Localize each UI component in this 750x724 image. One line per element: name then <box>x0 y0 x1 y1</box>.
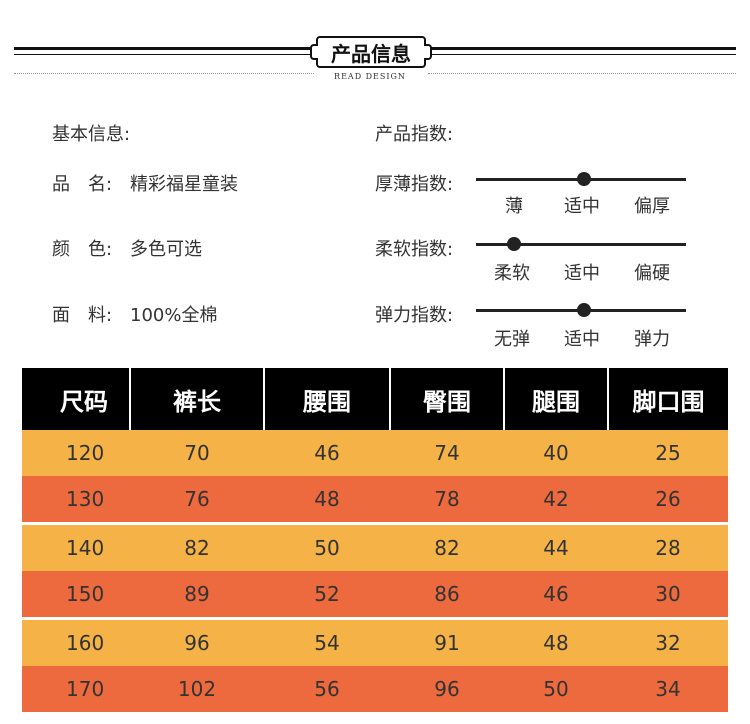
table-cell: 30 <box>608 571 728 619</box>
basic-info-label-name: 品 名: <box>52 174 113 195</box>
softness-option-soft: 柔软 <box>494 263 530 284</box>
size-table-header-row: 尺码 裤长 腰围 臀围 腿围 脚口围 <box>22 368 728 430</box>
table-cell: 170 <box>22 666 130 712</box>
table-cell: 140 <box>22 522 130 571</box>
section-header: 产品信息 READ DESIGN <box>0 0 750 90</box>
table-cell: 25 <box>608 430 728 476</box>
table-cell: 86 <box>390 571 504 619</box>
table-cell: 28 <box>608 522 728 571</box>
softness-index-track <box>476 243 686 246</box>
section-subtitle: READ DESIGN <box>334 72 406 81</box>
elasticity-index-label: 弹力指数: <box>375 305 454 326</box>
header-rule-right <box>428 47 736 50</box>
basic-info-value-color: 多色可选 <box>130 239 202 260</box>
product-index-heading: 产品指数: <box>375 124 454 145</box>
header-rule-left <box>14 47 314 50</box>
basic-info-label-color: 颜 色: <box>52 239 113 260</box>
table-row: 130 76 48 78 42 26 <box>22 476 728 524</box>
table-cell: 26 <box>608 476 728 524</box>
table-cell: 44 <box>504 522 608 571</box>
table-cell: 91 <box>390 617 504 666</box>
softness-option-medium: 适中 <box>564 263 600 284</box>
softness-index-label: 柔软指数: <box>375 239 454 260</box>
section-title: 产品信息 <box>310 36 432 68</box>
table-cell: 32 <box>608 617 728 666</box>
basic-info-heading: 基本信息: <box>52 124 131 145</box>
thickness-option-thin: 薄 <box>505 196 523 217</box>
table-cell: 52 <box>264 571 390 619</box>
table-row: 160 96 54 91 48 32 <box>22 617 728 666</box>
table-cell: 42 <box>504 476 608 524</box>
table-cell: 50 <box>264 522 390 571</box>
table-cell: 102 <box>130 666 264 712</box>
table-cell: 34 <box>608 666 728 712</box>
table-cell: 50 <box>504 666 608 712</box>
header-dotline-right <box>428 73 736 74</box>
table-cell: 130 <box>22 476 130 524</box>
table-cell: 89 <box>130 571 264 619</box>
table-cell: 150 <box>22 571 130 619</box>
basic-info-value-name: 精彩福星童装 <box>130 174 238 195</box>
header-size: 尺码 <box>22 368 130 430</box>
table-row: 170 102 56 96 50 34 <box>22 666 728 712</box>
table-cell: 48 <box>264 476 390 524</box>
header-leg-opening: 脚口围 <box>607 368 728 430</box>
elasticity-option-medium: 适中 <box>564 329 600 350</box>
header-pants-length: 裤长 <box>129 368 264 430</box>
header-hip: 臀围 <box>389 368 504 430</box>
table-cell: 160 <box>22 617 130 666</box>
table-cell: 96 <box>390 666 504 712</box>
softness-option-hard: 偏硬 <box>634 263 670 284</box>
header-thigh: 腿围 <box>503 368 608 430</box>
table-cell: 78 <box>390 476 504 524</box>
table-cell: 40 <box>504 430 608 476</box>
header-waist: 腰围 <box>263 368 390 430</box>
table-row: 150 89 52 86 46 30 <box>22 571 728 619</box>
table-cell: 48 <box>504 617 608 666</box>
table-row: 120 70 46 74 40 25 <box>22 430 728 476</box>
thickness-index-label: 厚薄指数: <box>375 174 454 195</box>
table-cell: 82 <box>130 522 264 571</box>
header-dotline-left <box>14 73 314 74</box>
softness-index-marker <box>507 237 521 251</box>
table-cell: 74 <box>390 430 504 476</box>
header-rule-right-thin <box>428 54 736 55</box>
table-cell: 54 <box>264 617 390 666</box>
size-table: 尺码 裤长 腰围 臀围 腿围 脚口围 120 70 46 74 40 25 13… <box>22 368 728 712</box>
table-cell: 82 <box>390 522 504 571</box>
basic-info-label-fabric: 面 料: <box>52 305 113 326</box>
thickness-index-marker <box>577 172 591 186</box>
header-rule-left-thin <box>14 54 314 55</box>
table-row: 140 82 50 82 44 28 <box>22 522 728 571</box>
table-cell: 76 <box>130 476 264 524</box>
table-cell: 96 <box>130 617 264 666</box>
table-cell: 70 <box>130 430 264 476</box>
thickness-option-medium: 适中 <box>564 196 600 217</box>
elasticity-option-stretch: 弹力 <box>634 329 670 350</box>
table-cell: 46 <box>264 430 390 476</box>
table-cell: 56 <box>264 666 390 712</box>
table-cell: 120 <box>22 430 130 476</box>
basic-info-value-fabric: 100%全棉 <box>130 305 218 326</box>
table-cell: 46 <box>504 571 608 619</box>
elasticity-index-marker <box>577 303 591 317</box>
thickness-option-thick: 偏厚 <box>634 196 670 217</box>
elasticity-option-none: 无弹 <box>494 329 530 350</box>
